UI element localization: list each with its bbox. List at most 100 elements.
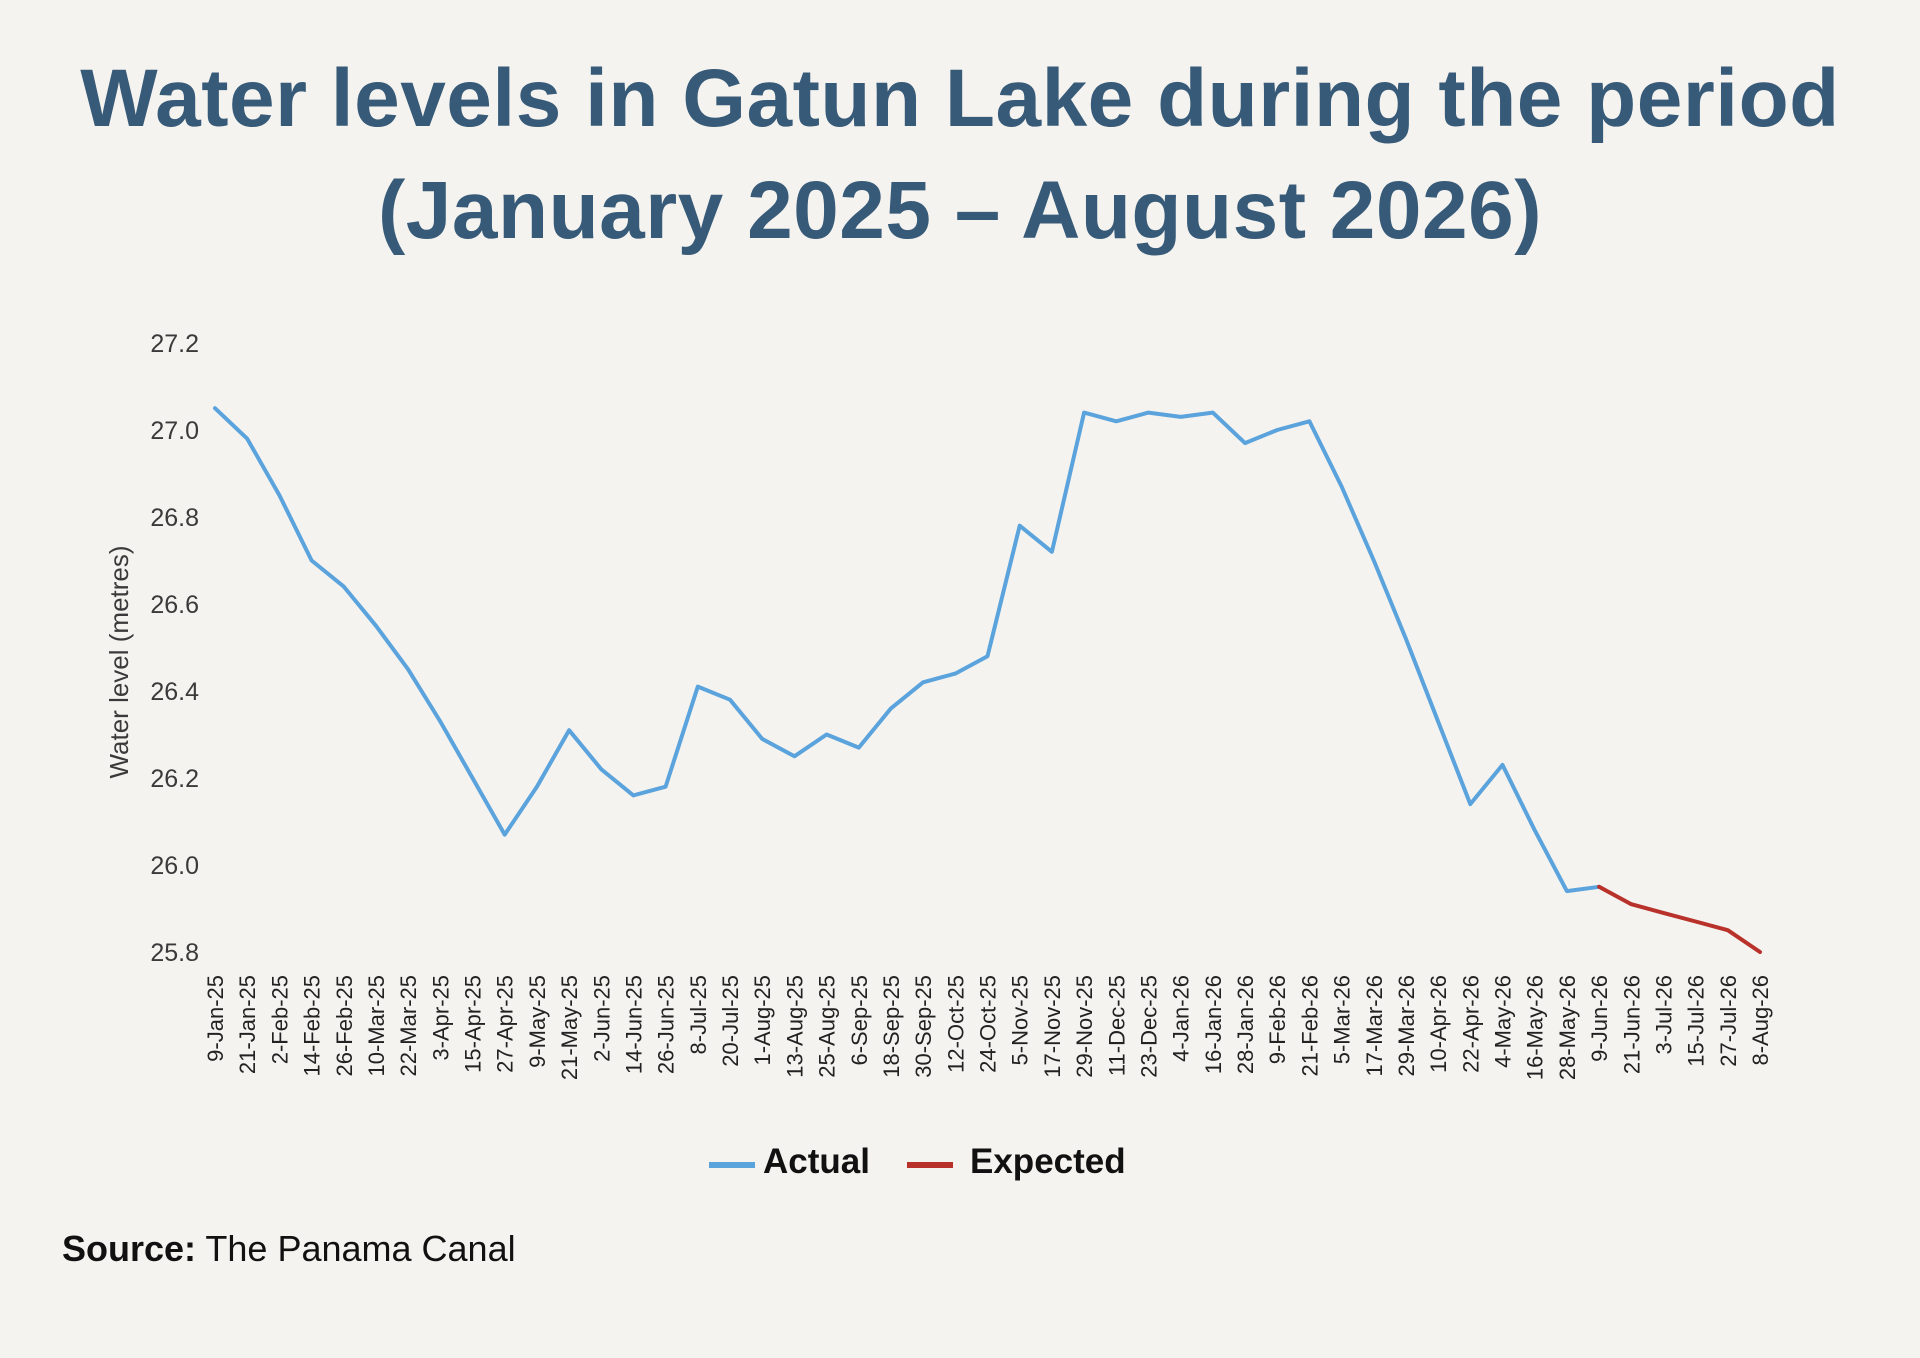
data-point-expected: [1597, 885, 1601, 889]
data-point-actual: [664, 785, 668, 789]
data-point-actual: [1436, 720, 1440, 723]
x-tick-label: 8-Aug-26: [1748, 975, 1773, 1066]
x-tick-label: 23-Dec-25: [1136, 975, 1161, 1078]
data-point-actual: [438, 720, 442, 723]
x-tick-label: 5-Mar-26: [1330, 975, 1355, 1064]
data-point-expected: [1758, 950, 1762, 954]
x-tick-label: 10-Mar-25: [364, 975, 389, 1076]
y-tick-label: 26.2: [150, 765, 199, 793]
data-point-actual: [1082, 411, 1086, 415]
y-tick-label: 27.2: [150, 330, 199, 358]
data-point-expected: [1629, 902, 1633, 906]
x-tick-label: 29-Mar-26: [1394, 975, 1419, 1076]
data-point-expected: [1726, 928, 1730, 932]
x-tick-label: 21-Jun-26: [1619, 975, 1644, 1074]
data-point-actual: [1565, 889, 1569, 893]
x-tick-label: 22-Apr-26: [1458, 975, 1483, 1073]
data-point-actual: [825, 733, 829, 736]
x-tick-label: 3-Jul-26: [1651, 975, 1676, 1054]
data-point-actual: [857, 746, 861, 750]
series-line-actual: [213, 406, 1602, 894]
data-point-actual: [1211, 411, 1215, 415]
x-tick-label: 28-Jan-26: [1233, 975, 1258, 1074]
x-tick-label: 21-Feb-26: [1297, 975, 1322, 1077]
x-tick-label: 8-Jul-25: [686, 975, 711, 1054]
y-axis-label: Water level (metres): [104, 545, 134, 778]
data-point-actual: [1179, 415, 1183, 419]
y-tick-label: 25.8: [150, 939, 199, 967]
series-line-expected: [1597, 884, 1762, 954]
chart-title-line-1: Water levels in Gatun Lake during the pe…: [80, 53, 1840, 144]
data-point-actual: [953, 672, 957, 676]
data-point-actual: [986, 654, 989, 658]
x-tick-label: 5-Nov-25: [1008, 975, 1033, 1065]
y-tick-label: 26.6: [150, 591, 199, 619]
data-point-actual: [277, 493, 281, 497]
x-tick-label: 21-Jan-25: [235, 975, 260, 1074]
chart-title-line-2: (January 2025 – August 2026): [377, 165, 1543, 256]
data-point-actual: [1372, 559, 1376, 562]
x-tick-label: 11-Dec-25: [1104, 975, 1129, 1076]
x-tick-label: 29-Nov-25: [1072, 975, 1097, 1078]
y-tick-label: 26.8: [150, 504, 199, 532]
x-tick-label: 20-Jul-25: [718, 975, 743, 1067]
data-point-actual: [1243, 441, 1247, 445]
data-point-actual: [1018, 524, 1022, 528]
data-point-actual: [792, 754, 796, 758]
x-tick-label: 26-Jun-25: [654, 975, 679, 1074]
x-tick-label: 26-Feb-25: [332, 975, 357, 1077]
x-tick-label: 2-Jun-25: [589, 975, 614, 1062]
data-point-actual: [471, 776, 474, 780]
data-point-actual: [503, 833, 507, 837]
x-tick-label: 15-Jul-26: [1684, 975, 1709, 1067]
x-tick-label: 4-Jan-26: [1169, 975, 1194, 1062]
x-tick-label: 17-Nov-25: [1040, 975, 1065, 1078]
data-point-actual: [310, 559, 314, 562]
data-point-actual: [535, 785, 539, 789]
x-tick-label: 28-May-26: [1555, 975, 1580, 1080]
data-point-actual: [696, 685, 700, 689]
data-point-actual: [631, 793, 635, 797]
x-tick-label: 16-May-26: [1523, 975, 1548, 1080]
y-tick-label: 27.0: [150, 417, 199, 445]
x-tick-label: 9-Jan-25: [203, 975, 228, 1062]
data-point-actual: [760, 737, 764, 741]
x-tick-label: 30-Sep-25: [911, 975, 936, 1078]
data-point-actual: [1114, 419, 1118, 423]
legend-expected-label: Expected: [970, 1142, 1126, 1181]
legend: Actual Expected: [709, 1142, 1126, 1181]
x-tick-label: 9-Jun-26: [1587, 975, 1612, 1062]
x-tick-label: 13-Aug-25: [782, 975, 807, 1078]
data-point-actual: [1404, 637, 1408, 641]
x-tick-label: 10-Apr-26: [1426, 975, 1451, 1073]
legend-actual-label: Actual: [763, 1142, 870, 1181]
data-point-actual: [342, 585, 346, 589]
y-tick-label: 26.0: [150, 852, 199, 880]
x-tick-label: 6-Sep-25: [847, 975, 872, 1066]
source-text: The Panama Canal: [205, 1228, 516, 1269]
x-tick-label: 27-Jul-26: [1716, 975, 1741, 1067]
x-tick-label: 18-Sep-25: [879, 975, 904, 1078]
data-point-expected: [1661, 911, 1665, 915]
x-tick-label: 25-Aug-25: [815, 975, 840, 1078]
data-point-actual: [921, 680, 925, 684]
x-tick-label: 16-Jan-26: [1201, 975, 1226, 1074]
x-axis: 9-Jan-25 21-Jan-25 2-Feb-25 14-Feb-25 26-Feb…: [203, 975, 1773, 1080]
data-point-actual: [1533, 828, 1537, 832]
y-axis: 27.2 27.0 26.8 26.6 26.4 26.2 26.0 25.8: [150, 330, 199, 967]
data-point-actual: [1468, 802, 1472, 806]
data-point-actual: [599, 767, 603, 771]
data-point-actual: [406, 667, 410, 671]
data-point-actual: [1275, 428, 1279, 432]
x-tick-label: 15-Apr-25: [461, 975, 486, 1073]
source-label: Source:: [62, 1228, 197, 1269]
x-tick-label: 27-Apr-25: [493, 975, 518, 1073]
x-tick-label: 3-Apr-25: [428, 975, 453, 1061]
data-point-actual: [1307, 419, 1311, 423]
source-note: Source: The Panama Canal: [62, 1228, 516, 1270]
data-point-actual: [889, 706, 893, 710]
x-tick-label: 14-Feb-25: [300, 975, 325, 1077]
series-layer: [213, 406, 1762, 954]
x-tick-label: 2-Feb-25: [267, 975, 292, 1064]
data-point-actual: [374, 624, 378, 628]
